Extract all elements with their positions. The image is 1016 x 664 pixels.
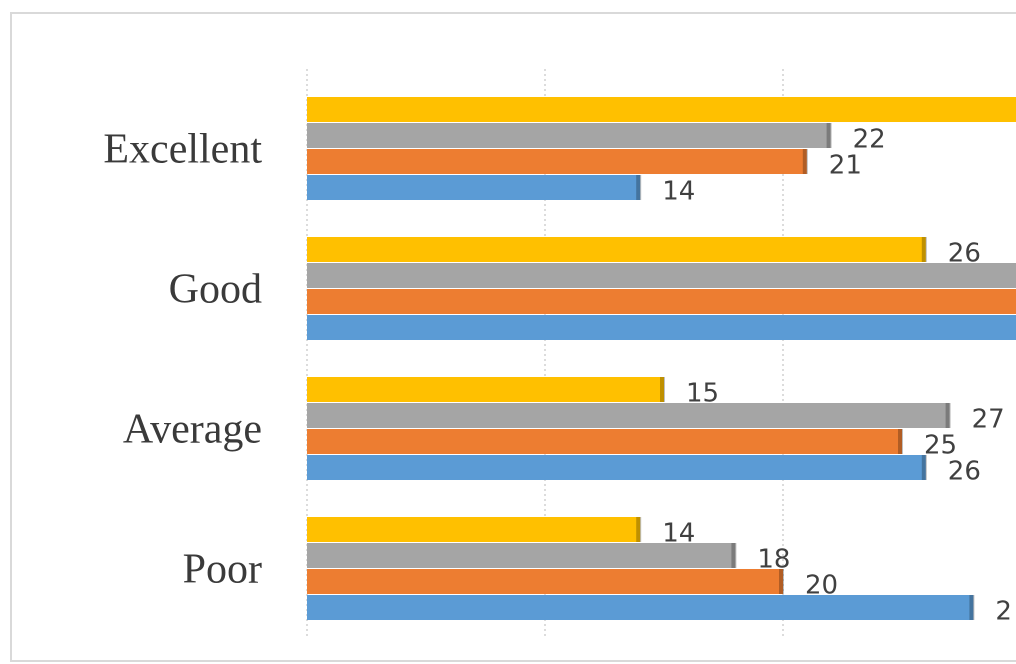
bar [307,569,783,594]
bar-edge [921,237,927,262]
bar-edge [969,595,975,620]
category-label-excellent: Excellent [103,127,262,173]
bar [307,289,1016,314]
bar-edge [779,569,784,594]
chart-frame: 14 21 22 26 26 25 27 15 2 20 18 14 Excellent Good Ave… [10,12,1016,662]
bar [307,123,831,148]
data-label: 2 [995,597,1012,627]
bar [307,455,926,480]
data-label: 21 [829,151,862,181]
bar-edge [921,455,927,480]
data-label: 25 [924,431,957,461]
category-label-average: Average [123,407,262,453]
data-label: 26 [948,457,981,487]
bar-edge [731,543,737,568]
data-label: 27 [972,405,1005,435]
data-label: 22 [853,125,886,155]
bar [307,403,950,428]
category-labels: Excellent Good Average Poor [103,127,262,593]
data-label: 14 [662,177,695,207]
data-label: 14 [662,519,695,549]
category-label-good: Good [169,267,262,313]
bar [307,315,1016,340]
bar-edge [660,377,665,402]
bar [307,237,926,262]
data-label: 20 [805,571,838,601]
bar [307,543,736,568]
bar-edge [636,517,642,542]
bars [307,97,1016,620]
category-label-poor: Poor [183,547,262,593]
bar [307,149,807,174]
data-label: 18 [757,545,790,575]
bar-edge [945,403,951,428]
bar [307,429,902,454]
bar [307,595,974,620]
data-label: 15 [686,379,719,409]
data-label: 26 [948,239,981,269]
bar [307,377,664,402]
bar [307,263,1016,288]
bar [307,175,641,200]
bar [307,97,1016,122]
bar-edge [826,123,832,148]
bar-edge [802,149,808,174]
bar-edge [636,175,642,200]
bar-edge [898,429,903,454]
bar [307,517,641,542]
